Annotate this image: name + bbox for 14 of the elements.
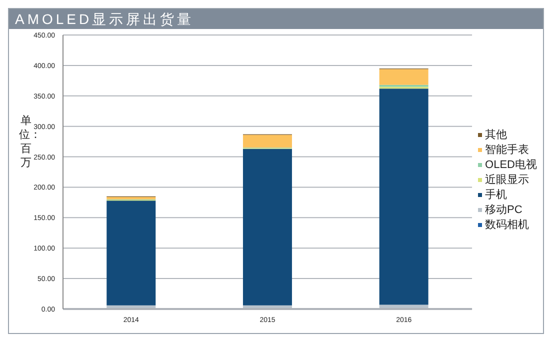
legend-label: 手机 bbox=[485, 188, 508, 202]
legend-label: 其他 bbox=[485, 128, 508, 142]
bar bbox=[106, 196, 156, 200]
chart-title: AMOLED显示屏出货量 bbox=[9, 9, 543, 29]
bar bbox=[242, 134, 292, 148]
bar bbox=[242, 148, 292, 306]
legend-label: OLED电视 bbox=[485, 158, 537, 172]
legend-label: 近眼显示 bbox=[485, 172, 530, 188]
bar bbox=[379, 88, 428, 305]
legend-label: 智能手表 bbox=[485, 142, 530, 158]
bar bbox=[106, 200, 156, 306]
legend-label: 数码相机 bbox=[485, 218, 530, 232]
legend-label: 移动PC bbox=[485, 202, 522, 218]
bar bbox=[379, 69, 428, 85]
